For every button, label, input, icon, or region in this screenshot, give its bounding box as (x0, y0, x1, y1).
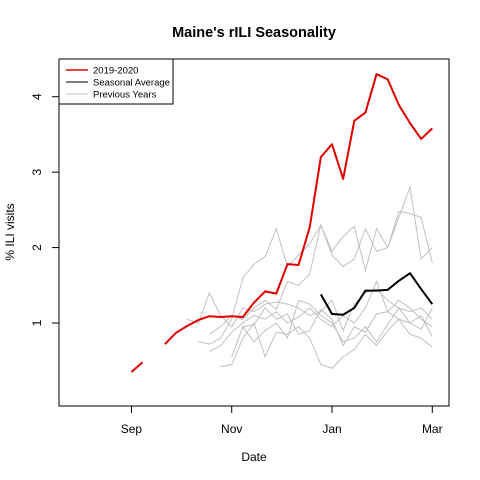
current-season-line-segment-1 (130, 361, 144, 373)
legend: 2019-2020 Seasonal Average Previous Year… (58, 58, 174, 105)
current-season-line-segment-2 (164, 73, 433, 345)
previous-year-line-5 (220, 318, 433, 369)
x-axis: Sep Nov Jan Mar (121, 405, 443, 436)
seasonal-average-line (319, 272, 434, 316)
x-tick-label-mar: Mar (422, 422, 443, 436)
previous-year-line-1 (198, 210, 433, 345)
legend-label-average: Seasonal Average (93, 78, 170, 89)
y-tick-label-4: 4 (30, 93, 44, 100)
previous-year-line-6 (231, 299, 433, 358)
previous-year-line-4 (209, 280, 433, 353)
legend-label-previous: Previous Years (93, 90, 157, 101)
y-tick-label-1: 1 (30, 319, 44, 326)
y-tick-label-2: 2 (30, 244, 44, 251)
x-tick-label-nov: Nov (221, 422, 242, 436)
previous-year-line-7 (242, 307, 433, 347)
x-tick-label-sep: Sep (121, 422, 143, 436)
chart-title: Maine's rILI Seasonality (172, 25, 336, 41)
y-tick-label-3: 3 (30, 168, 44, 175)
y-axis-label: % ILI visits (3, 203, 17, 260)
previous-year-line-2 (209, 185, 433, 335)
previous-year-line-3 (186, 288, 433, 332)
previous-years-layer (186, 185, 433, 369)
seasonal-average-layer (319, 272, 434, 316)
current-season-layer (130, 73, 433, 373)
x-tick-label-jan: Jan (322, 422, 341, 436)
legend-label-current: 2019-2020 (93, 66, 138, 77)
y-axis: 1 2 3 4 (30, 93, 60, 326)
x-axis-label: Date (241, 450, 267, 464)
